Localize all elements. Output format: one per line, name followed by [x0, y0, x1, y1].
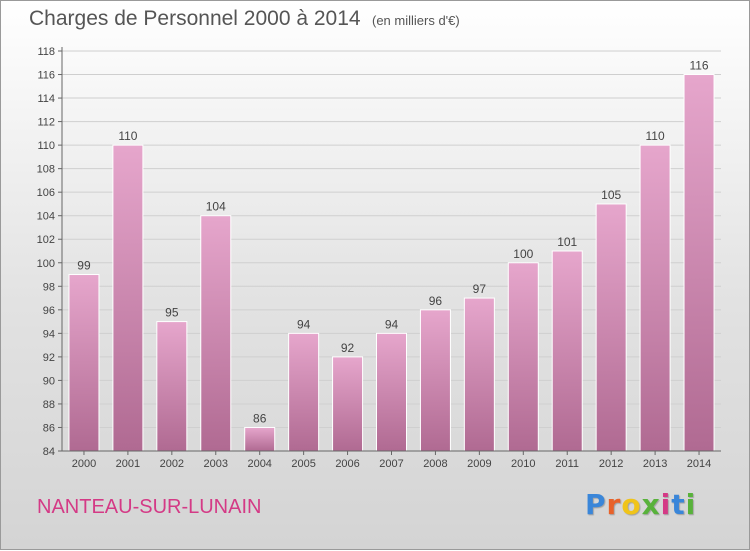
data-label: 94: [297, 317, 311, 331]
bar-2001: [112, 144, 144, 452]
data-label: 94: [385, 317, 399, 331]
bar-2009: [463, 297, 495, 452]
logo-letter: r: [606, 488, 622, 521]
logo-letter: P: [585, 488, 607, 521]
bar-2011: [551, 250, 583, 452]
x-tick-label: 2013: [643, 458, 667, 470]
y-tick-label: 118: [37, 46, 55, 58]
x-tick-label: 2004: [247, 458, 271, 470]
y-tick-label: 110: [37, 140, 55, 152]
logo-letter: i: [685, 488, 697, 521]
x-tick-label: 2012: [599, 458, 623, 470]
bar-2004: [244, 426, 276, 452]
y-tick-label: 104: [37, 211, 55, 223]
y-tick-label: 86: [43, 422, 55, 434]
y-tick-label: 106: [37, 187, 55, 199]
bar-2008: [419, 309, 451, 452]
data-label: 110: [118, 129, 137, 143]
data-label: 105: [601, 188, 621, 202]
bar-2006: [332, 356, 364, 452]
bar-2005: [288, 332, 320, 452]
y-tick-label: 90: [43, 375, 55, 387]
proxiti-logo: Proxiti: [585, 488, 696, 521]
bar-2003: [200, 215, 232, 452]
x-tick-label: 2003: [204, 458, 228, 470]
y-tick-label: 100: [37, 258, 55, 270]
data-label: 86: [253, 411, 267, 425]
bars: [68, 74, 715, 452]
x-tick-label: 2002: [160, 458, 184, 470]
x-tick-label: 2000: [72, 458, 96, 470]
x-tick-label: 2011: [555, 458, 579, 470]
data-label: 97: [473, 282, 487, 296]
x-tick-label: 2014: [687, 458, 711, 470]
y-tick-label: 102: [37, 234, 55, 246]
data-label: 95: [165, 306, 179, 320]
chart-subtitle: (en milliers d'€): [372, 13, 460, 28]
bar-2007: [376, 332, 407, 452]
y-tick-label: 94: [43, 328, 55, 340]
y-tick-label: 108: [37, 164, 55, 176]
data-label: 104: [206, 200, 226, 214]
logo-letter: x: [641, 488, 661, 521]
y-tick-label: 92: [43, 352, 55, 364]
y-tick-label: 84: [43, 446, 55, 458]
data-label: 92: [341, 341, 355, 355]
x-tick-label: 2007: [379, 458, 403, 470]
data-label: 101: [557, 235, 577, 249]
chart-title: Charges de Personnel 2000 à 2014: [29, 7, 361, 30]
data-label: 116: [689, 59, 708, 73]
bar-2002: [156, 321, 188, 452]
data-label: 100: [513, 247, 533, 261]
place-name: NANTEAU-SUR-LUNAIN: [37, 496, 262, 518]
axes: [58, 47, 721, 455]
bar-2000: [68, 274, 100, 452]
x-tick-label: 2009: [467, 458, 491, 470]
y-tick-label: 96: [43, 305, 55, 317]
labels: 84 86 88 90 92 94 96 98 100 102 104 106 108 110 112 114…: [37, 46, 712, 470]
x-tick-label: 2005: [291, 458, 315, 470]
y-tick-label: 114: [37, 93, 55, 105]
logo-letter: i: [660, 488, 672, 521]
y-tick-label: 116: [37, 70, 55, 82]
bar-2013: [639, 144, 671, 452]
bar-2014: [683, 74, 715, 452]
y-tick-label: 112: [37, 117, 55, 129]
data-label: 99: [77, 259, 91, 273]
bar-2012: [595, 203, 627, 452]
data-label: 96: [429, 294, 443, 308]
data-label: 110: [646, 129, 665, 143]
x-tick-label: 2008: [423, 458, 447, 470]
x-tick-label: 2006: [335, 458, 359, 470]
bar-2010: [507, 262, 539, 452]
y-tick-label: 98: [43, 281, 55, 293]
x-tick-label: 2001: [116, 458, 140, 470]
logo-letter: t: [671, 488, 686, 521]
logo-letter: o: [621, 488, 642, 521]
x-tick-label: 2010: [511, 458, 535, 470]
y-tick-label: 88: [43, 399, 55, 411]
